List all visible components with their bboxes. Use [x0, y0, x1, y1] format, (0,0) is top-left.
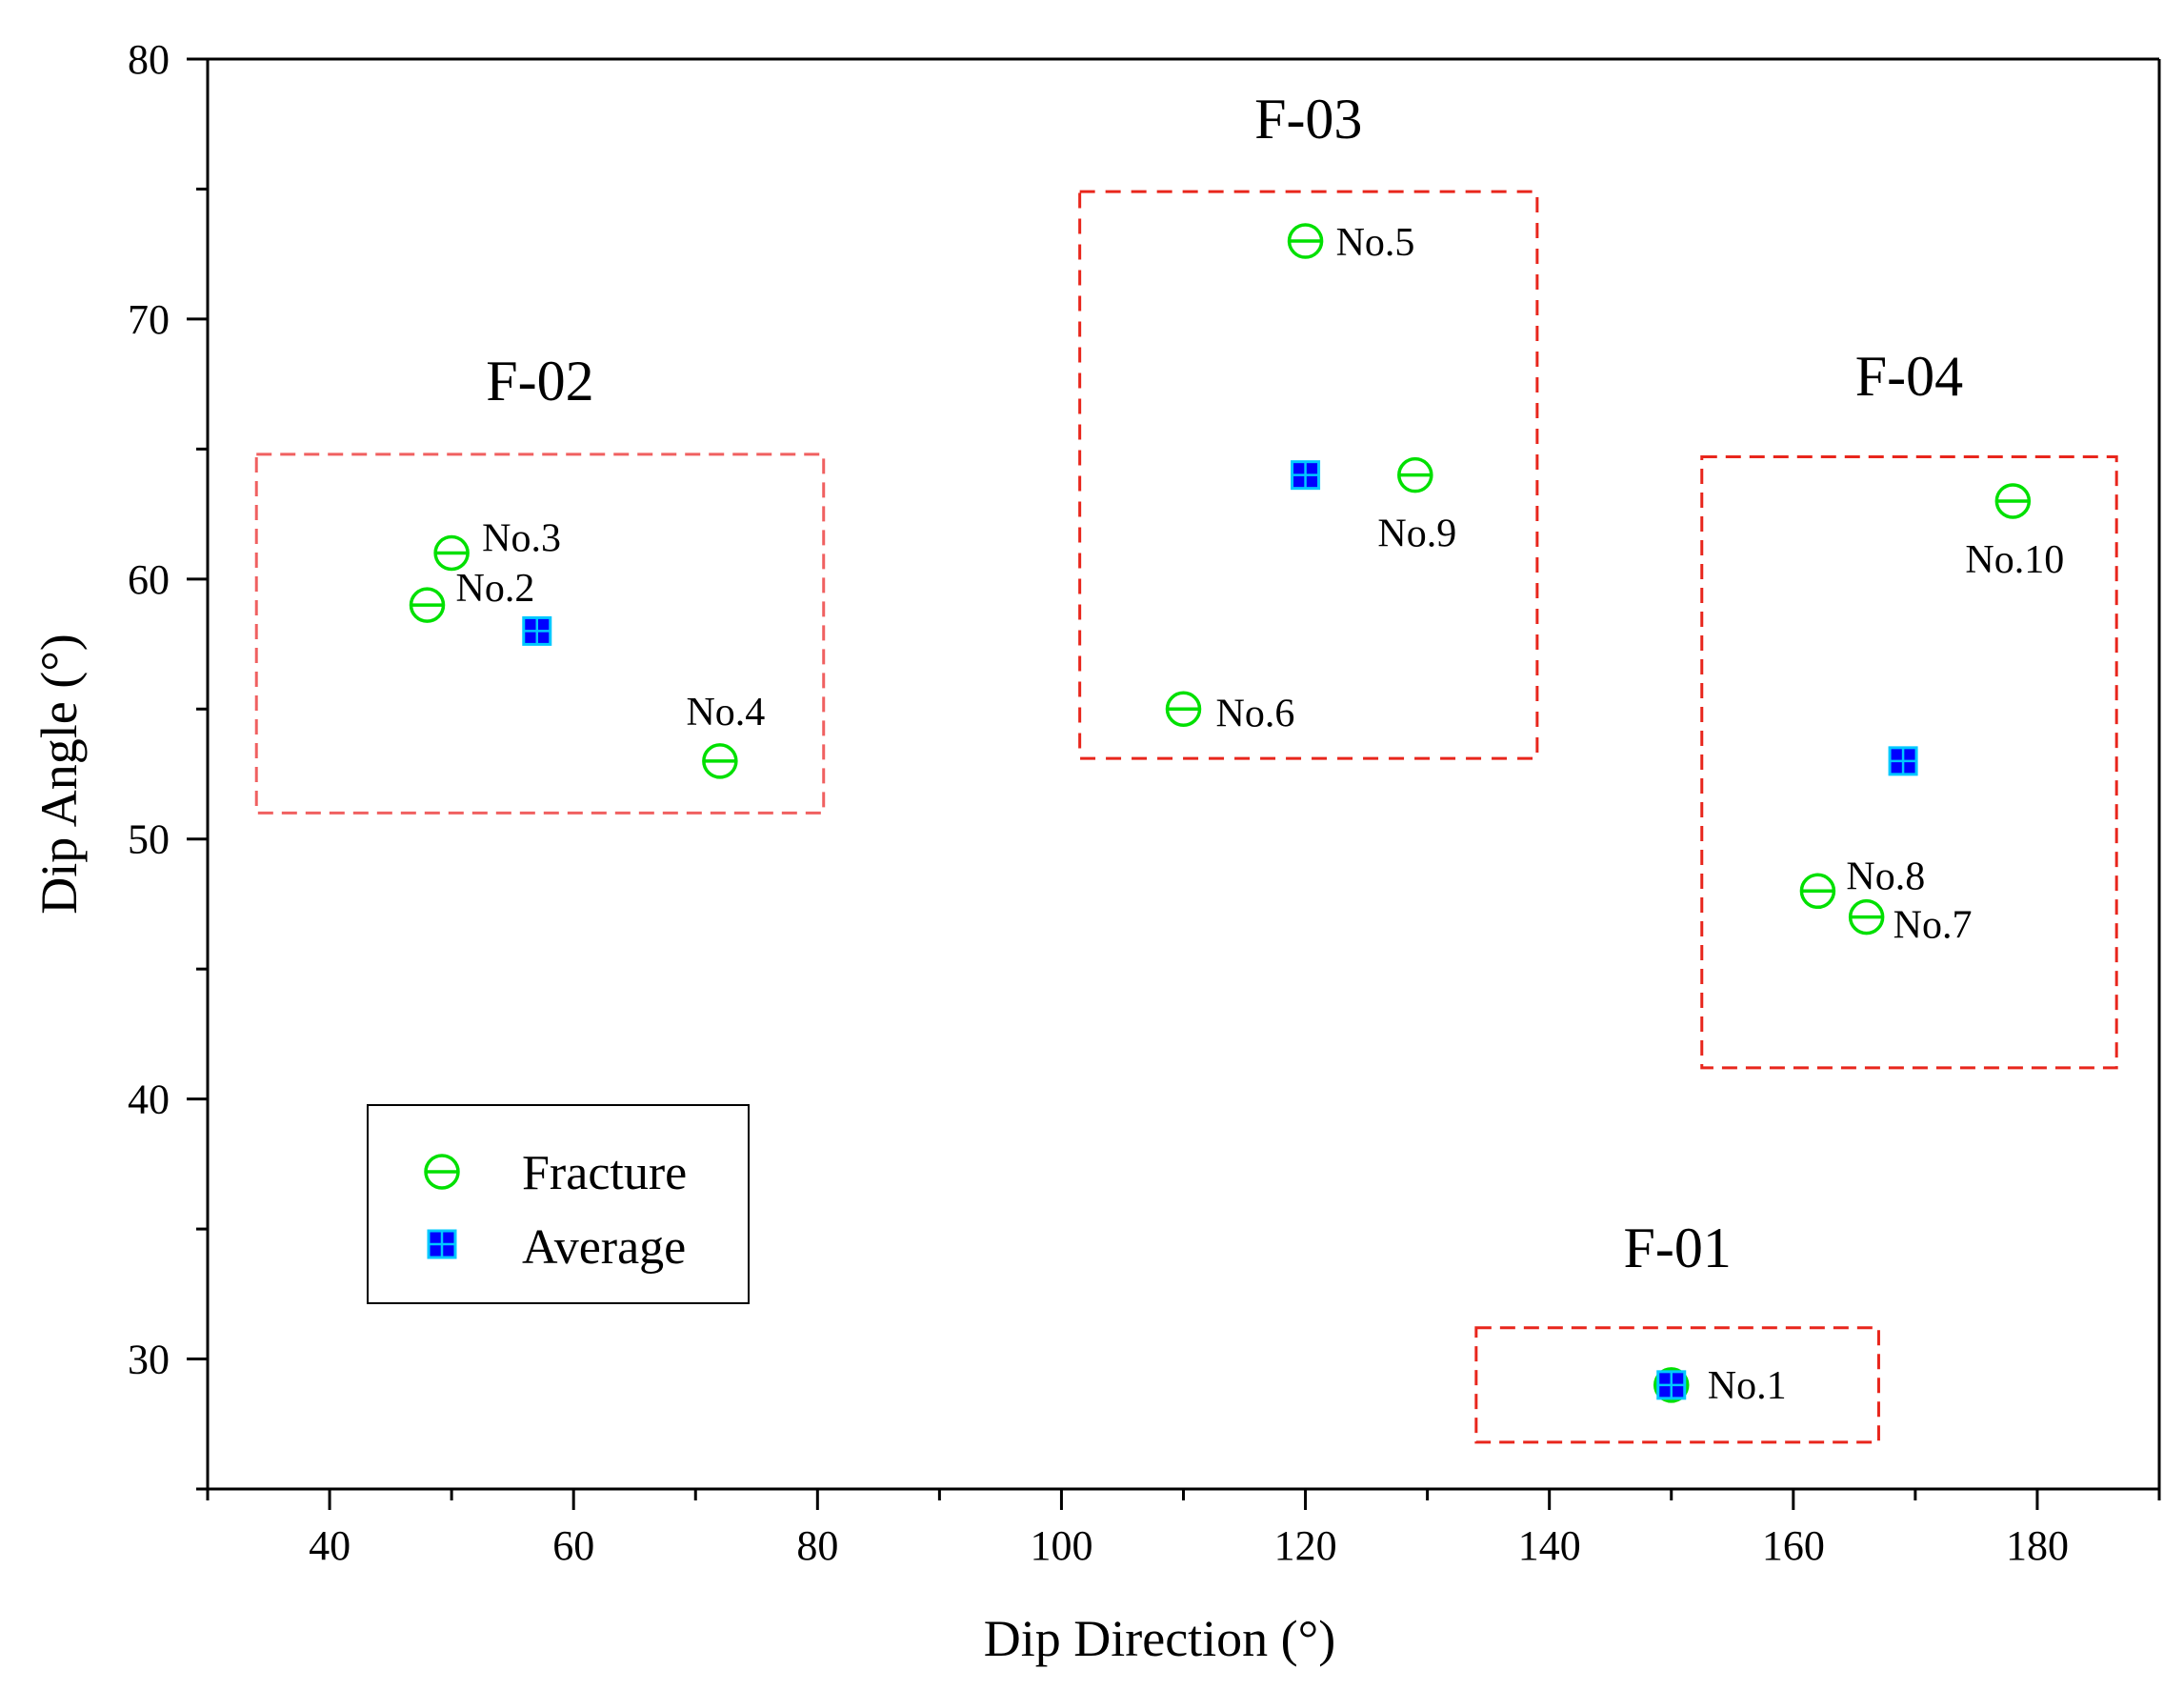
marker-ring	[424, 1154, 460, 1190]
point-label-no5: No.5	[1336, 221, 1415, 265]
marker-ring	[1287, 223, 1324, 259]
point-label-no8: No.8	[1846, 855, 1925, 898]
point-label-no10: No.10	[1965, 538, 2064, 582]
legend-fracture-label: Fracture	[522, 1146, 687, 1200]
average-point-2	[522, 615, 552, 646]
group-box-f-02	[254, 453, 826, 815]
fracture-point-no6	[1165, 691, 1202, 728]
x-tick-label: 40	[309, 1522, 351, 1569]
marker-ring	[1397, 456, 1433, 493]
y-tick-label: 70	[128, 296, 170, 343]
group-boxes: F-01 F-02 F-03 F-04	[254, 88, 2118, 1444]
marker-ring	[1799, 873, 1836, 910]
average-point-4	[1888, 746, 1918, 776]
legend-average-icon	[427, 1229, 457, 1259]
x-tick-label: 60	[552, 1522, 594, 1569]
x-tick-label: 140	[1518, 1522, 1581, 1569]
x-tick-label: 80	[796, 1522, 838, 1569]
fracture-point-no5	[1287, 223, 1324, 259]
point-label-no1: No.1	[1708, 1364, 1787, 1408]
fracture-point-no4	[702, 743, 738, 779]
axes: 40 60 80 100 120 140 160 180 30 40 50 60 70 80 Dip Dir…	[30, 36, 2161, 1667]
group-box-f-01	[1474, 1326, 1880, 1444]
x-tick-label: 100	[1030, 1522, 1092, 1569]
group-label-f-04: F-04	[1855, 345, 1963, 408]
marker-ring	[1848, 898, 1885, 936]
group-box-f-04	[1700, 455, 2118, 1070]
point-label-no7: No.7	[1893, 904, 1973, 948]
fracture-point-no8	[1799, 873, 1836, 910]
legend-box	[367, 1104, 750, 1304]
legend-average-label: Average	[522, 1220, 686, 1275]
fracture-point-no9	[1397, 456, 1433, 493]
y-tick-label: 50	[128, 816, 170, 863]
marker-ring	[409, 587, 446, 623]
point-label-no9: No.9	[1377, 513, 1456, 556]
fracture-point-no2	[409, 587, 446, 623]
y-tick-label: 40	[128, 1076, 170, 1123]
marker-ring	[702, 743, 738, 779]
average-point-1	[1656, 1370, 1687, 1400]
group-label-f-03: F-03	[1254, 88, 1362, 151]
y-tick-label: 30	[128, 1337, 170, 1383]
point-label-no6: No.6	[1216, 692, 1295, 735]
y-axis-title: Dip Angle (°)	[30, 634, 88, 915]
fracture-point-no7	[1848, 898, 1885, 936]
marker-ring	[433, 534, 470, 572]
x-tick-label: 120	[1274, 1522, 1337, 1569]
y-tick-label: 60	[128, 556, 170, 603]
data-points	[409, 223, 2032, 1403]
group-label-f-02: F-02	[486, 350, 593, 412]
marker-ring	[1994, 483, 2032, 519]
average-point-3	[1291, 460, 1321, 491]
x-axis-title: Dip Direction (°)	[984, 1610, 1335, 1667]
marker-ring	[1653, 1367, 1690, 1403]
point-labels: No.1 No.2 No.3 No.4 No.5 No.6 No.7 No.8 No.9 No.1…	[456, 221, 2065, 1408]
x-tick-label: 180	[2006, 1522, 2069, 1569]
marker-ring	[1165, 691, 1202, 728]
point-label-no4: No.4	[686, 691, 765, 734]
fracture-point-no10	[1994, 483, 2032, 519]
point-label-no3: No.3	[482, 517, 561, 561]
y-tick-label: 80	[128, 36, 170, 83]
legend: Fracture Average	[367, 1104, 750, 1304]
point-label-no2: No.2	[456, 567, 535, 611]
x-tick-label: 160	[1762, 1522, 1825, 1569]
group-label-f-01: F-01	[1623, 1217, 1731, 1279]
legend-fracture-icon	[424, 1154, 460, 1190]
fracture-point-no3	[433, 534, 470, 572]
